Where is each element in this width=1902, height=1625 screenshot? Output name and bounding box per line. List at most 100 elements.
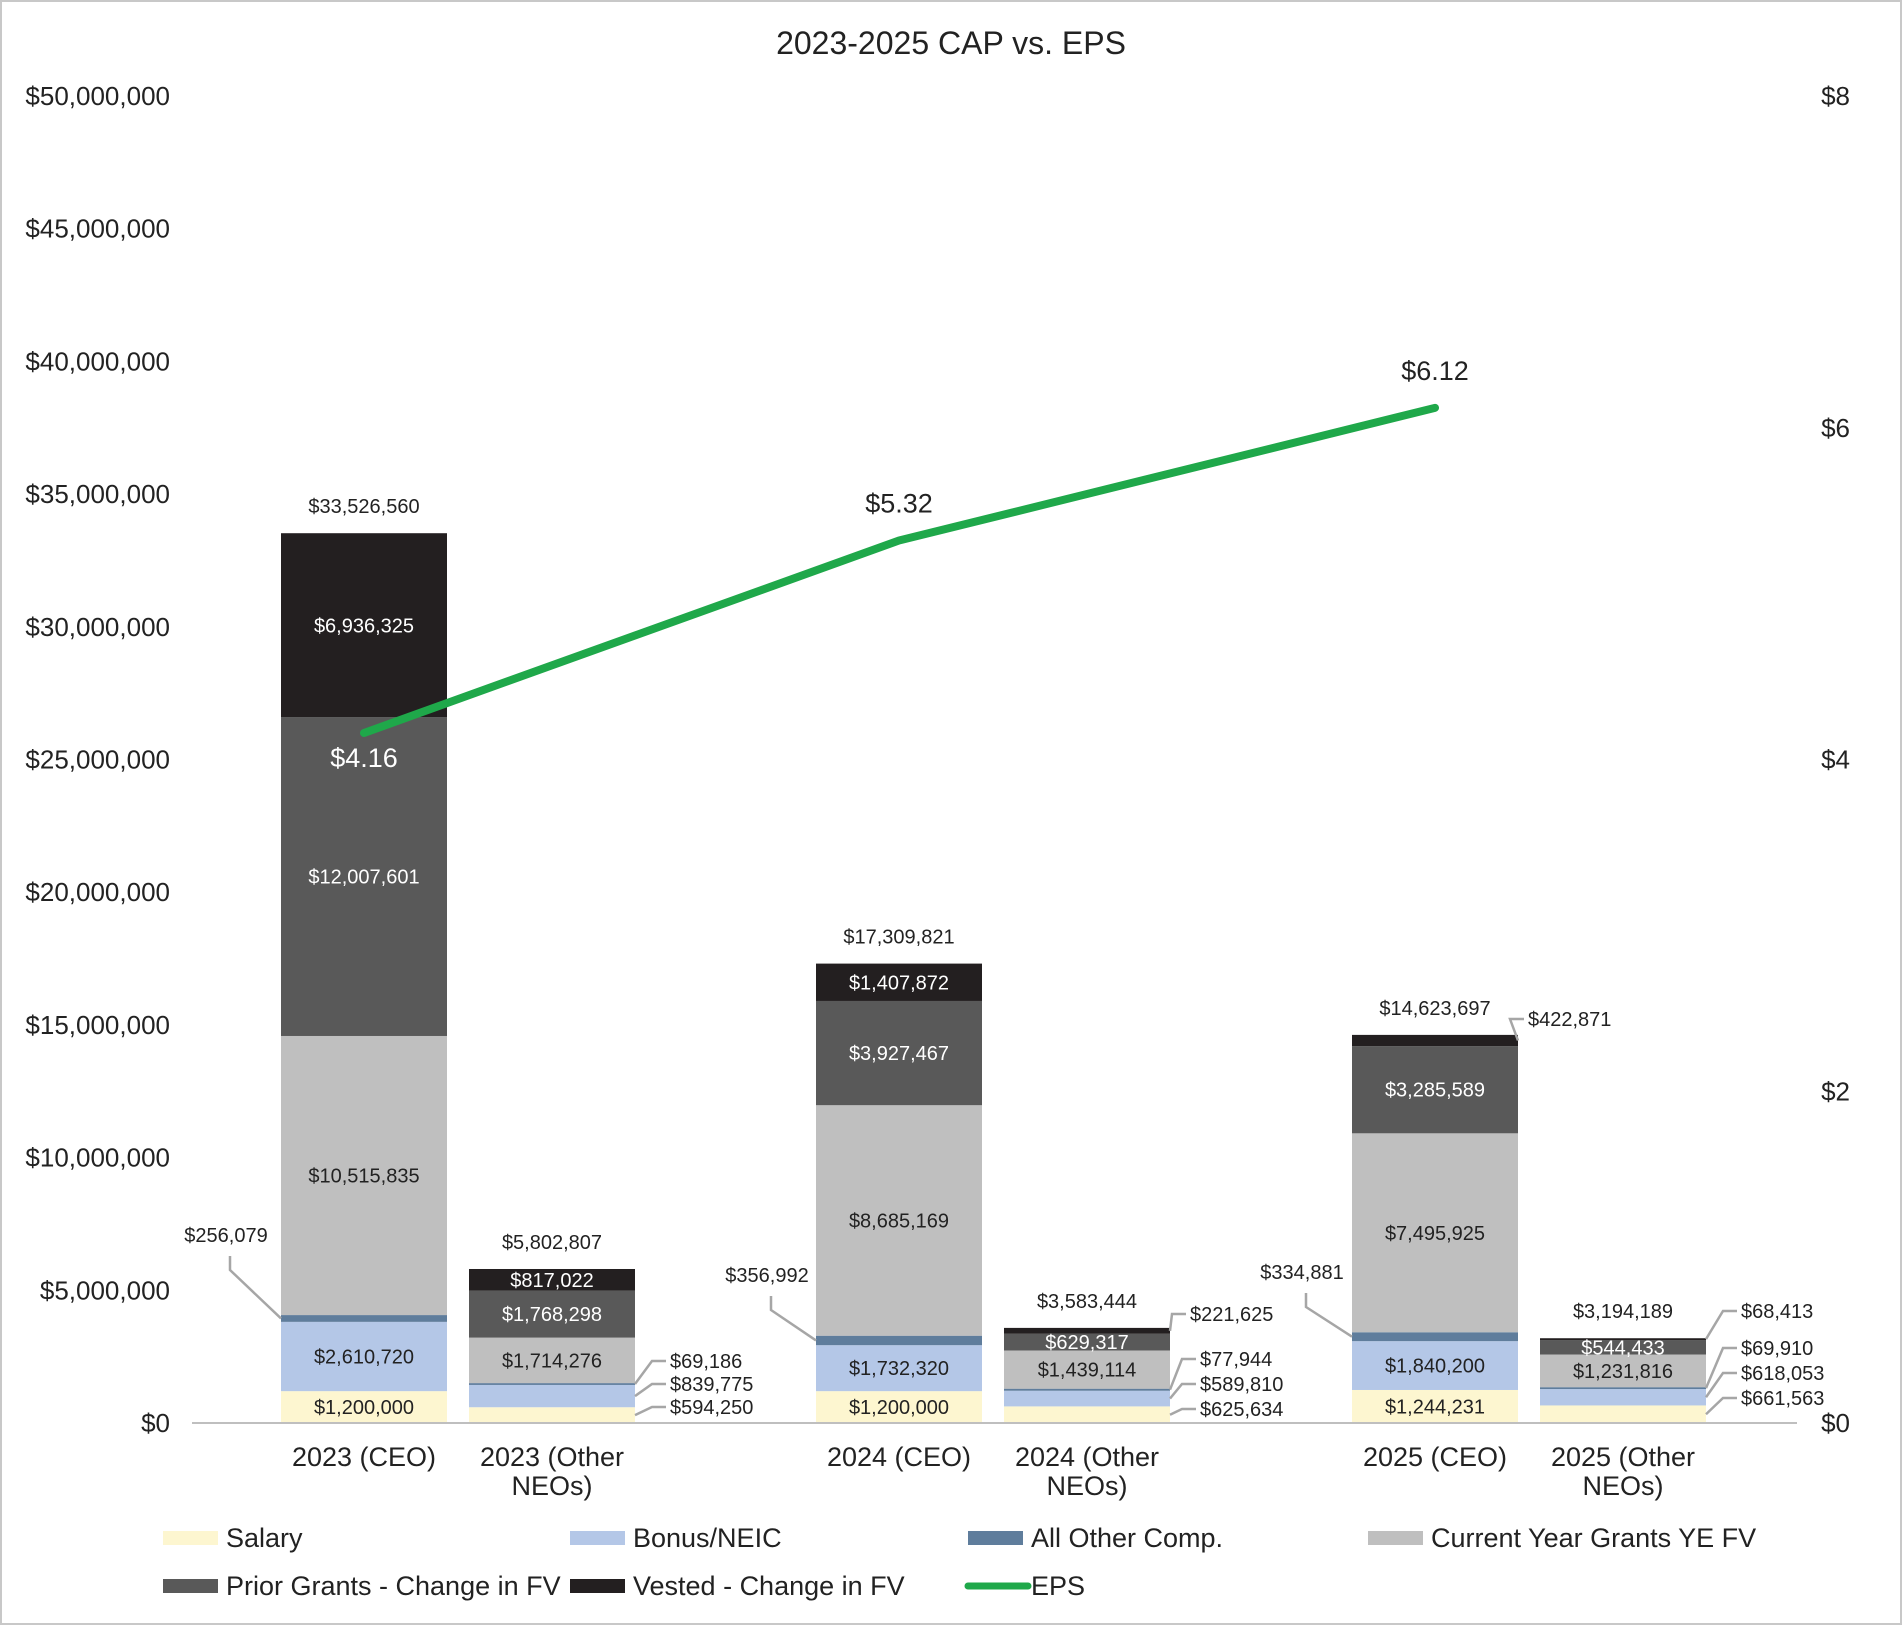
bar-segment [1540,1340,1706,1355]
legend-label: Prior Grants - Change in FV [226,1571,561,1601]
bar-segment [1004,1390,1170,1407]
y2-axis-tick-label: $0 [1821,1408,1850,1438]
x-axis-category-label: NEOs) [1047,1471,1128,1501]
callout-label: $589,810 [1200,1374,1283,1396]
bar-segment [816,1345,982,1392]
x-axis-category-label: NEOs) [512,1471,593,1501]
y2-axis-tick-label: $6 [1821,413,1850,443]
callout-label: $356,992 [725,1265,808,1287]
bar-segment [469,1268,635,1291]
y-axis-tick-label: $10,000,000 [25,1143,170,1173]
callout-label: $334,881 [1260,1262,1343,1284]
bar-segment-label: $6,936,325 [314,615,414,637]
bar-segment [1004,1333,1170,1351]
y2-axis-tick-label: $2 [1821,1076,1850,1106]
bar-segment [1540,1389,1706,1406]
legend-swatch [570,1531,625,1545]
callout-leader-line [1169,1382,1196,1400]
bar-segment [1004,1406,1170,1423]
bar-segment-label: $629,317 [1045,1332,1128,1354]
bar-segment [1352,1341,1518,1390]
callout-leader-line [769,1296,817,1342]
bar-segment-label: $1,231,816 [1573,1361,1673,1383]
callout-label: $69,910 [1741,1338,1813,1360]
eps-line [360,403,1439,737]
bar-segment-label: $1,840,200 [1385,1356,1485,1378]
legend-label: All Other Comp. [1031,1523,1223,1553]
bar-segment [1352,1034,1518,1047]
callout-leader-line [1169,1407,1196,1416]
y-axis-tick-label: $20,000,000 [25,877,170,907]
x-axis-category-label: 2025 (CEO) [1363,1442,1507,1472]
callout-label: $422,871 [1528,1009,1611,1031]
bar-segment [469,1290,635,1338]
callout-label: $69,186 [670,1351,742,1373]
callout-leader-line [634,1405,666,1417]
callout-leader-line [1168,1312,1186,1331]
x-axis-category-label: 2023 (CEO) [292,1442,436,1472]
y-axis-tick-label: $30,000,000 [25,612,170,642]
bar-segment [1540,1405,1706,1423]
bar-segment-label: $8,685,169 [849,1210,949,1232]
bar-segment [1540,1387,1706,1390]
callout-leader-line [1168,1357,1196,1391]
eps-data-label: $6.12 [1401,356,1469,386]
bar-segment [469,1337,635,1384]
callout-label: $256,079 [184,1225,267,1247]
callout-leader-line [1304,1293,1353,1338]
bar-segment [816,1000,982,1106]
y-axis-tick-label: $50,000,000 [25,81,170,111]
x-axis-category-label: 2023 (Other [480,1442,624,1472]
bar-segment-label: $1,200,000 [849,1397,949,1419]
y-axis-tick-label: $0 [141,1408,170,1438]
bar-total-label: $3,583,444 [1037,1291,1137,1313]
callout-label: $839,775 [670,1374,753,1396]
bar-segment [469,1407,635,1423]
callout-leader-line [1704,1371,1737,1398]
x-axis-category-label: NEOs) [1583,1471,1664,1501]
legend-label: Vested - Change in FV [633,1571,905,1601]
bar-segment [281,717,447,1036]
bar-segment [469,1383,635,1385]
y-axis-tick-label: $35,000,000 [25,479,170,509]
eps-data-label: $5.32 [865,489,933,519]
bar-segment-label: $544,433 [1581,1337,1664,1359]
legend-label: Current Year Grants YE FV [1431,1523,1756,1553]
y-axis-tick-label: $25,000,000 [25,745,170,775]
bar-segment [281,1315,447,1322]
bar-segment [816,1391,982,1423]
bar-segment [1352,1046,1518,1134]
bar-segment [1004,1327,1170,1334]
callout-leader-line [1705,1396,1737,1416]
y2-axis-tick-label: $8 [1821,81,1850,111]
bar-segment-label: $12,007,601 [308,867,419,889]
bar-segment-label: $1,439,114 [1038,1360,1137,1382]
bar-total-label: $33,526,560 [308,496,419,518]
callout-leader-line [1508,1017,1524,1041]
bar-segment [1004,1388,1170,1391]
eps-data-label: $4.16 [330,743,398,773]
y-axis-tick-label: $45,000,000 [25,214,170,244]
bar-segment-label: $1,714,276 [502,1350,602,1372]
callout-label: $594,250 [670,1397,753,1419]
bar-segment-label: $1,768,298 [502,1304,602,1326]
bar-segment-label: $817,022 [510,1270,593,1292]
legend-swatch [163,1579,218,1593]
bar-total-label: $3,194,189 [1573,1301,1673,1323]
bar-segment [281,1035,447,1316]
bar-segment-label: $10,515,835 [308,1166,419,1188]
callout-leader-line [1704,1309,1737,1340]
bar-segment-label: $1,407,872 [849,972,949,994]
callout-leader-line [633,1359,666,1385]
y-axis-tick-label: $5,000,000 [40,1275,170,1305]
bar-segment [281,533,447,718]
callout-leader-line [228,1256,282,1320]
bar-segment-label: $7,495,925 [1385,1223,1485,1245]
bar-segment [1540,1338,1706,1341]
callout-label: $618,053 [1741,1363,1824,1385]
legend-swatch [1368,1531,1423,1545]
callout-leader-line [1704,1346,1737,1389]
bar-segment-label: $1,732,320 [849,1358,949,1380]
bar-segment-label: $1,200,000 [314,1397,414,1419]
